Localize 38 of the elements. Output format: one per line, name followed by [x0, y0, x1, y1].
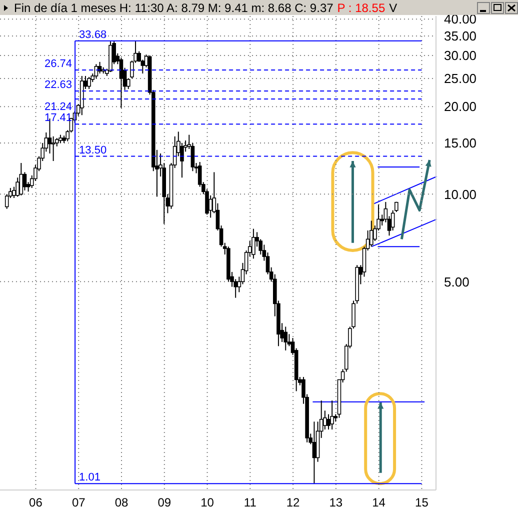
x-tick-label: 15	[415, 496, 429, 510]
candlestick	[87, 76, 91, 90]
ref-line-label: 26.74	[44, 58, 72, 70]
ref-line-label: 22.63	[44, 79, 72, 92]
x-tick-label: 07	[72, 496, 86, 510]
ref-line-label: 1.01	[79, 472, 100, 484]
x-tick-label: 09	[158, 496, 172, 510]
text: V	[389, 0, 398, 14]
candlestick	[208, 194, 212, 218]
y-tick-label: 25.00	[444, 71, 477, 86]
ref-line-label: 33.68	[79, 28, 107, 41]
x-tick-label: 12	[286, 496, 300, 510]
x-tick-label: 10	[200, 496, 214, 510]
y-tick-label: 35.00	[444, 28, 477, 44]
candlestick	[19, 162, 24, 196]
x-tick-label: 06	[29, 496, 43, 510]
ref-line-label: 13.50	[79, 144, 107, 156]
candlestick	[369, 220, 374, 248]
x-tick-label: 14	[372, 496, 386, 510]
chart-title: Fin de día 1 meses H: 11:30 A: 8.79 M: 9.41 m: 8.68 C: 9.37	[14, 0, 334, 14]
candlestick	[94, 64, 98, 79]
candlestick	[119, 57, 124, 108]
candlestick	[252, 228, 256, 260]
candlestick	[22, 172, 27, 191]
y-tick-label: 5.00	[444, 274, 470, 290]
y-tick-label: 15.00	[444, 136, 477, 151]
x-tick-label: 08	[114, 496, 128, 510]
candlestick	[312, 421, 316, 484]
candlestick	[330, 400, 334, 430]
x-tick-label: 13	[329, 496, 343, 510]
candlestick	[284, 326, 288, 351]
ref-line-label: 21.24	[44, 101, 72, 114]
y-tick-label: 20.00	[444, 99, 477, 114]
y-tick-label: 10.00	[444, 186, 477, 202]
y-tick-label: 30.00	[444, 48, 477, 64]
x-tick-label: 11	[244, 496, 257, 510]
text: P : 18.55	[337, 0, 386, 14]
ref-line-label: 17.41	[44, 112, 72, 124]
